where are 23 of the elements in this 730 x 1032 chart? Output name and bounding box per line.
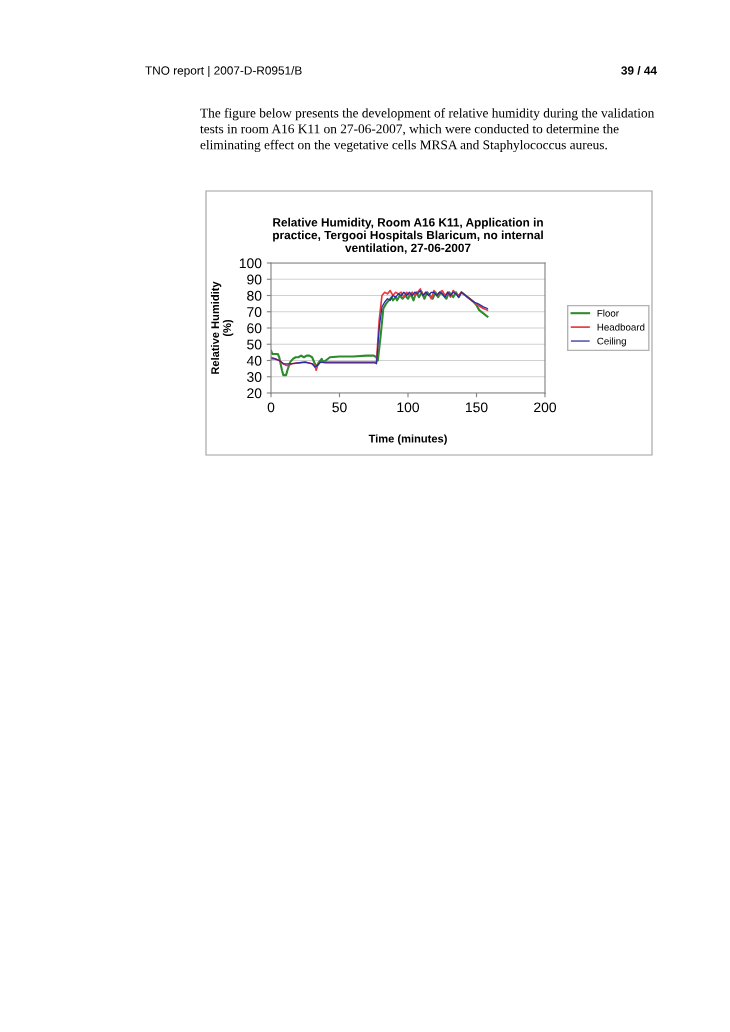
text: 39 / 44 [621, 66, 657, 75]
legend-label: Floor [597, 309, 619, 317]
y-tick-label: 100 [239, 258, 262, 269]
y-tick-label: 40 [246, 355, 262, 366]
legend-label: Headboard [597, 323, 645, 331]
text: TNO report | 2007-D-R0951/B [145, 66, 302, 78]
y-tick-label: 30 [247, 372, 262, 382]
x-tick-label: 100 [397, 402, 420, 413]
chart-title: Relative Humidity, Room A16 K11, Application in practice, Tergooi Hospitals Blaricum, no internal ventilation, 27-06-2007 [273, 217, 543, 254]
y-tick-label: 80 [247, 290, 262, 301]
y-tick-label: 20 [247, 388, 262, 399]
y-tick-label: 60 [247, 323, 262, 334]
text: The figure below presents the development of relative humidity during the validation tests in room A16 K11 on 27-06-2007, which were conducted to determine the eliminating effect on the vegetative cells MRSA and Staphylococcus aureus. [200, 108, 655, 153]
y-axis-title: Relative Humidity (%) [210, 281, 234, 374]
legend-label: Ceiling [597, 337, 626, 347]
y-tick-label: 50 [247, 339, 262, 350]
x-axis-title: Time (minutes) [368, 434, 447, 445]
x-tick-label: 200 [534, 402, 557, 413]
y-tick-label: 90 [247, 274, 262, 285]
x-tick-label: 50 [332, 402, 347, 413]
x-tick-label: 0 [267, 402, 275, 413]
y-tick-label: 70 [247, 307, 262, 317]
x-tick-label: 150 [465, 402, 488, 413]
